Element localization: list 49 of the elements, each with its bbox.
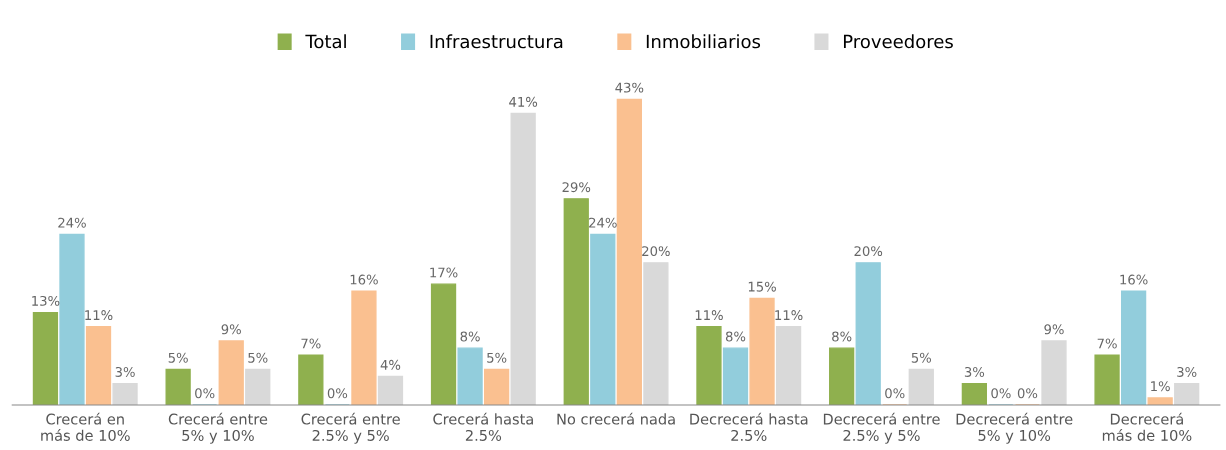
data-label: 24% <box>589 217 617 228</box>
data-label: 3% <box>1177 366 1197 377</box>
data-label: 7% <box>1097 338 1117 349</box>
x-tick-label: Decrecerá entre 2.5% y 5% <box>823 412 940 444</box>
data-label: 16% <box>350 274 378 285</box>
x-tick-label: Decrecerá hasta 2.5% <box>690 412 808 441</box>
data-label: 11% <box>85 310 113 321</box>
data-label: 8% <box>725 331 746 342</box>
data-label: 29% <box>562 182 591 193</box>
legend-label: Inmobiliarios <box>646 34 761 49</box>
data-label: 0% <box>195 388 215 399</box>
x-tick-label: Crecerá entre 2.5% y 5% <box>301 412 400 444</box>
data-label: 0% <box>885 388 905 399</box>
data-label: 5% <box>168 352 188 363</box>
legend-label: Proveedores <box>843 34 953 49</box>
x-tick-label: Crecerá hasta 2.5% <box>433 412 533 441</box>
data-label: 5% <box>487 352 507 363</box>
data-label: 17% <box>430 267 458 278</box>
data-label: 0% <box>991 388 1011 399</box>
data-label: 0% <box>327 388 348 399</box>
data-label: 41% <box>509 96 538 107</box>
data-label: 11% <box>695 310 723 321</box>
legend-label: Total <box>305 34 346 49</box>
data-label: 0% <box>1017 388 1038 399</box>
data-label: 3% <box>115 366 135 377</box>
x-tick-label: No crecerá nada <box>557 412 675 425</box>
data-label: 5% <box>248 352 268 363</box>
x-tick-label: Crecerá en más de 10% <box>41 412 130 441</box>
data-label: 8% <box>832 331 852 342</box>
data-label: 13% <box>32 295 60 306</box>
data-label: 9% <box>221 324 241 335</box>
data-label: 8% <box>460 331 480 342</box>
data-label: 43% <box>615 82 644 93</box>
data-label: 11% <box>775 310 803 321</box>
x-tick-label: Decrecerá más de 10% <box>1102 412 1192 441</box>
data-label: 5% <box>911 352 932 363</box>
x-tick-label: Crecerá entre 5% y 10% <box>168 412 268 444</box>
data-label: 15% <box>748 281 776 292</box>
legend-label: Infraestructura <box>430 34 563 49</box>
data-label: 9% <box>1044 324 1064 335</box>
x-tick-label: Decrecerá entre 5% y 10% <box>956 412 1073 444</box>
data-label: 4% <box>380 359 401 370</box>
data-label: 7% <box>301 338 321 349</box>
data-label: 20% <box>854 246 883 257</box>
data-label: 1% <box>1151 381 1170 392</box>
data-label: 3% <box>964 366 985 377</box>
data-label: 24% <box>58 217 86 228</box>
data-label: 16% <box>1120 274 1148 285</box>
data-label: 20% <box>642 246 670 257</box>
